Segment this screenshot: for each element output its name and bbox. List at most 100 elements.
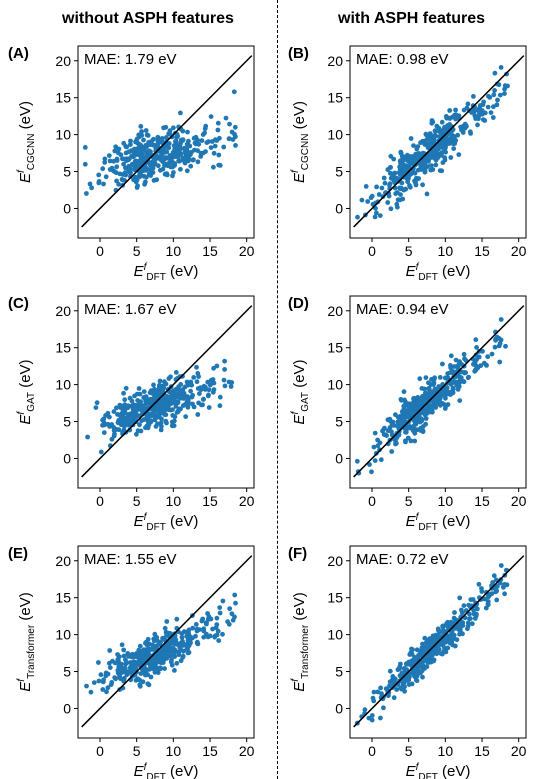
x-tick-label: 0 [96, 493, 104, 509]
data-point [387, 668, 393, 674]
data-point [168, 159, 174, 165]
data-point [114, 405, 119, 411]
y-tick-label: 5 [63, 164, 71, 180]
y-tick-label: 5 [63, 664, 71, 680]
data-point [195, 159, 201, 165]
x-tick-label: 0 [368, 493, 376, 509]
y-tick-label: 15 [55, 590, 71, 606]
data-point [436, 125, 442, 131]
data-point [355, 214, 360, 220]
data-point [456, 382, 461, 388]
data-point [447, 640, 453, 646]
data-point [368, 195, 374, 201]
data-point [177, 141, 183, 147]
x-tick-label: 20 [239, 493, 255, 509]
data-point [118, 670, 124, 675]
data-point [84, 683, 89, 689]
data-point [214, 615, 220, 621]
data-point [117, 403, 123, 409]
data-point [450, 385, 456, 391]
data-point [372, 458, 378, 463]
data-point [494, 584, 500, 589]
data-point [459, 369, 465, 375]
data-point [188, 163, 194, 169]
data-point [466, 374, 471, 380]
data-point [471, 94, 476, 99]
panel-label: (F) [288, 545, 307, 562]
data-point [143, 655, 149, 660]
identity-line [81, 555, 253, 728]
data-point [112, 675, 118, 680]
data-point [374, 184, 379, 190]
data-point [227, 606, 233, 611]
data-point [187, 152, 193, 158]
data-point [397, 197, 403, 203]
x-tick-label: 10 [438, 243, 454, 259]
data-point [118, 662, 124, 668]
data-point [387, 679, 393, 685]
data-point [136, 132, 142, 138]
y-tick-label: 0 [63, 450, 71, 466]
data-point [423, 131, 429, 137]
data-point [433, 647, 439, 652]
x-tick-label: 5 [133, 243, 141, 259]
data-point [171, 170, 176, 175]
data-point [115, 652, 120, 657]
data-point [419, 668, 425, 674]
data-point [498, 317, 504, 322]
data-point [226, 136, 232, 141]
data-point [126, 422, 131, 428]
data-point [465, 101, 471, 107]
data-point [220, 631, 225, 637]
data-point [200, 132, 206, 137]
panel-b: (B) 0 5 10 15 20 0 5 10 15 20 MAE: 0.98 eV EfDFT (eV… [288, 45, 527, 280]
data-point [173, 640, 179, 645]
data-point [126, 149, 132, 155]
data-point [497, 359, 503, 365]
data-point [214, 622, 220, 627]
data-point [109, 436, 115, 442]
data-point [485, 104, 491, 110]
data-point [150, 165, 156, 171]
data-point [411, 143, 416, 148]
data-point [440, 361, 445, 367]
mae-label: MAE: 0.94 eV [356, 301, 449, 318]
data-point [106, 153, 112, 158]
data-point [94, 400, 100, 406]
data-points [354, 563, 510, 726]
data-point [127, 403, 132, 409]
data-point [177, 158, 183, 164]
data-point [460, 631, 465, 637]
data-point [91, 680, 97, 685]
data-point [163, 135, 169, 140]
y-tick-label: 15 [55, 340, 71, 356]
y-tick-label: 0 [63, 700, 71, 716]
data-point [192, 140, 198, 146]
data-point [400, 412, 406, 417]
data-point [422, 396, 428, 402]
data-point [440, 160, 446, 166]
data-point [371, 689, 377, 695]
data-points [85, 358, 235, 455]
y-tick-label: 10 [327, 627, 343, 643]
data-point [469, 621, 475, 627]
data-point [404, 152, 410, 158]
data-point [119, 642, 125, 648]
y-tick-label: 20 [55, 303, 71, 319]
data-point [166, 145, 172, 151]
data-point [123, 165, 128, 171]
data-point [403, 186, 408, 192]
data-point [227, 121, 232, 127]
data-point [114, 156, 120, 162]
x-tick-label: 15 [202, 743, 218, 759]
x-tick-label: 15 [474, 493, 490, 509]
y-tick-label: 20 [55, 553, 71, 569]
data-point [194, 379, 200, 385]
x-axis-label: EfDFT (eV) [406, 762, 471, 779]
data-point [466, 602, 472, 608]
data-point [107, 665, 113, 670]
data-point [367, 462, 372, 467]
data-point [443, 403, 449, 408]
data-point [432, 128, 438, 134]
data-point [488, 110, 494, 115]
